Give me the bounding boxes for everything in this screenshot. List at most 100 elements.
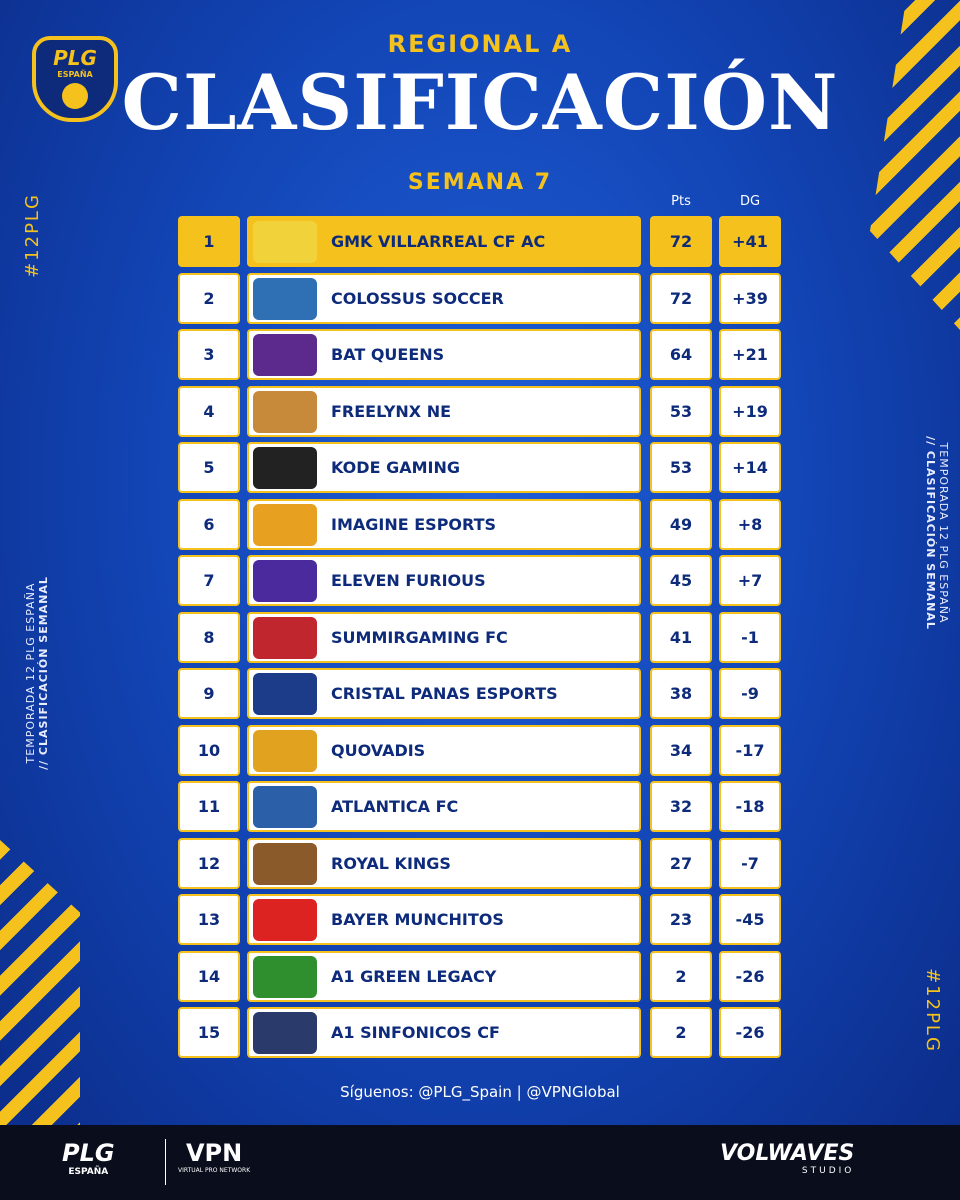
table-row: 4 FREELYNX NE 53 +19	[0, 385, 960, 437]
team-name: FREELYNX NE	[331, 401, 452, 421]
team-logo	[253, 786, 317, 828]
rank-cell: 4	[178, 385, 240, 437]
goal-diff-cell: -18	[719, 781, 781, 832]
table-row: 7 ELEVEN FURIOUS 45 +7	[0, 555, 960, 606]
points-cell: 2	[650, 950, 712, 1002]
goal-diff-cell: -45	[719, 894, 781, 945]
team-logo	[253, 616, 317, 659]
team-logo	[253, 899, 317, 941]
side-line: TEMPORADA 12 PLG ESPAÑA	[936, 442, 950, 624]
team-cell: ATLANTICA FC	[247, 781, 641, 832]
team-name: COLOSSUS SOCCER	[331, 288, 504, 308]
team-cell: BAYER MUNCHITOS	[247, 894, 641, 945]
points-cell: 32	[650, 781, 712, 832]
team-cell: CRISTAL PANAS ESPORTS	[247, 668, 641, 719]
table-row: 8 SUMMIRGAMING FC 41 -1	[0, 611, 960, 663]
points-cell: 53	[650, 385, 712, 437]
team-logo	[253, 1012, 317, 1054]
team-name: ELEVEN FURIOUS	[331, 571, 486, 590]
team-name: ROYAL KINGS	[331, 853, 451, 873]
points-cell: 41	[650, 611, 712, 663]
rank-cell: 10	[178, 724, 240, 776]
rank-cell: 5	[178, 442, 240, 493]
team-cell: ROYAL KINGS	[247, 837, 641, 889]
goal-diff-cell: -26	[719, 1007, 781, 1058]
team-logo	[253, 503, 317, 546]
team-cell: KODE GAMING	[247, 442, 641, 493]
plg-logo: PLG ESPAÑA	[32, 36, 118, 122]
rank-cell: 11	[178, 781, 240, 832]
points-cell: 27	[650, 837, 712, 889]
sponsor: PLG ESPAÑA	[62, 1139, 115, 1177]
table-row: 1 GMK VILLARREAL CF AC 72 +41	[0, 216, 960, 267]
rank-cell: 12	[178, 837, 240, 889]
sponsor: VOLWAVES STUDIO	[720, 1141, 854, 1176]
team-logo	[253, 334, 317, 376]
rank-cell: 13	[178, 894, 240, 945]
team-logo	[253, 447, 317, 489]
title: CLASIFICACIÓN	[121, 58, 839, 147]
rank-cell: 3	[178, 329, 240, 380]
subtitle: SEMANA 7	[407, 170, 553, 195]
team-cell: GMK VILLARREAL CF AC	[247, 216, 641, 267]
goal-diff-cell: -17	[719, 724, 781, 776]
points-cell: 72	[650, 272, 712, 324]
goal-diff-cell: -26	[719, 950, 781, 1002]
team-cell: BAT QUEENS	[247, 329, 641, 380]
team-cell: A1 SINFONICOS CF	[247, 1007, 641, 1058]
side-text: TEMPORADA 12 PLG ESPAÑA// CLASIFICACIÓN …	[24, 576, 50, 770]
logo-subtitle: ESPAÑA	[57, 70, 93, 79]
table-row: 15 A1 SINFONICOS CF 2 -26	[0, 1007, 960, 1058]
goal-diff-cell: +8	[719, 498, 781, 550]
logo-title: PLG	[53, 46, 97, 70]
goal-diff-cell: +39	[719, 272, 781, 324]
team-cell: COLOSSUS SOCCER	[247, 272, 641, 324]
points-cell: 53	[650, 442, 712, 493]
column-header: DG	[739, 194, 761, 209]
sponsor-tagline: STUDIO	[801, 1166, 855, 1176]
team-name: KODE GAMING	[331, 458, 460, 477]
rank-cell: 14	[178, 950, 240, 1002]
team-name: ATLANTICA FC	[331, 797, 459, 816]
table-row: 3 BAT QUEENS 64 +21	[0, 329, 960, 380]
goal-diff-cell: +21	[719, 329, 781, 380]
table-row: 5 KODE GAMING 53 +14	[0, 442, 960, 493]
team-name: IMAGINE ESPORTS	[331, 514, 497, 534]
goal-diff-cell: +41	[719, 216, 781, 267]
points-cell: 38	[650, 668, 712, 719]
team-logo	[253, 842, 317, 885]
table-row: 10 QUOVADIS 34 -17	[0, 724, 960, 776]
team-name: GMK VILLARREAL CF AC	[331, 232, 546, 251]
sponsor-name: VPN	[185, 1139, 243, 1167]
rank-cell: 6	[178, 498, 240, 550]
goal-diff-cell: -7	[719, 837, 781, 889]
points-cell: 23	[650, 894, 712, 945]
goal-diff-cell: +19	[719, 385, 781, 437]
divider	[165, 1139, 166, 1185]
goal-diff-cell: -9	[719, 668, 781, 719]
rank-cell: 1	[178, 216, 240, 267]
table-row: 11 ATLANTICA FC 32 -18	[0, 781, 960, 832]
points-cell: 49	[650, 498, 712, 550]
team-cell: SUMMIRGAMING FC	[247, 611, 641, 663]
hashtag: #12PLG	[921, 968, 943, 1053]
team-cell: A1 GREEN LEGACY	[247, 950, 641, 1002]
team-name: QUOVADIS	[331, 740, 426, 760]
table-row: 2 COLOSSUS SOCCER 72 +39	[0, 272, 960, 324]
team-logo	[253, 390, 317, 433]
table-row: 9 CRISTAL PANAS ESPORTS 38 -9	[0, 668, 960, 719]
table-row: 6 IMAGINE ESPORTS 49 +8	[0, 498, 960, 550]
team-cell: ELEVEN FURIOUS	[247, 555, 641, 606]
side-line: // CLASIFICACIÓN SEMANAL	[923, 436, 937, 630]
team-logo	[253, 955, 317, 998]
rank-cell: 8	[178, 611, 240, 663]
points-cell: 72	[650, 216, 712, 267]
table-row: 13 BAYER MUNCHITOS 23 -45	[0, 894, 960, 945]
goal-diff-cell: +7	[719, 555, 781, 606]
column-header: Pts	[671, 194, 691, 209]
table-row: 12 ROYAL KINGS 27 -7	[0, 837, 960, 889]
team-cell: QUOVADIS	[247, 724, 641, 776]
team-logo	[253, 729, 317, 772]
points-cell: 34	[650, 724, 712, 776]
